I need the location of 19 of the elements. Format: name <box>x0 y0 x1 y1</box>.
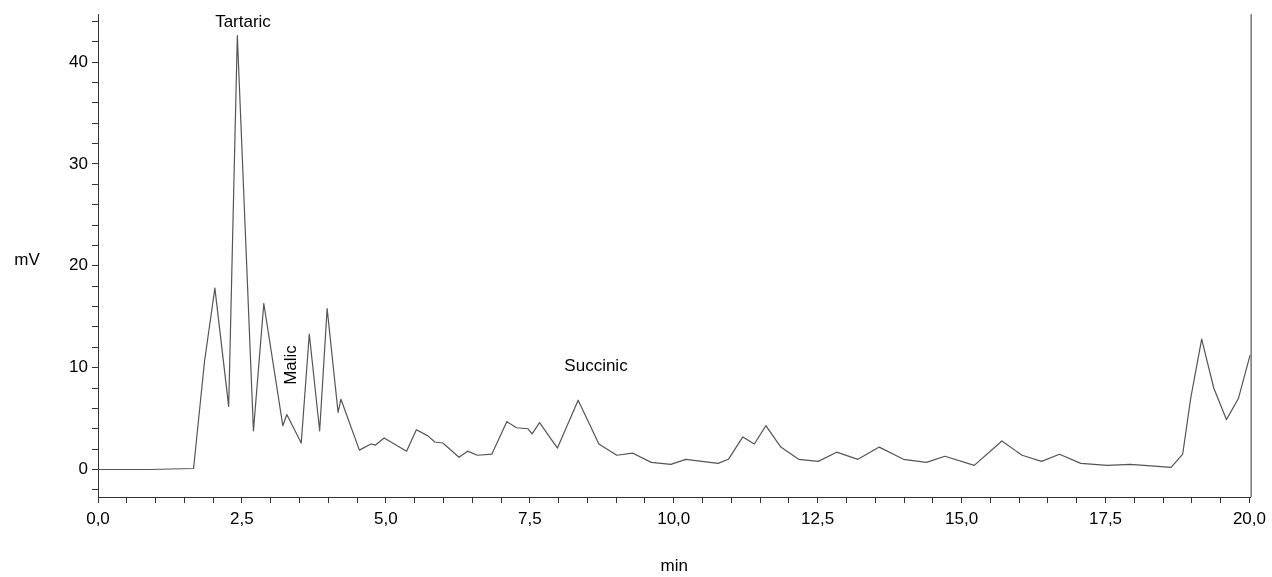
x-tick-label: 10,0 <box>657 508 691 528</box>
y-tick-label: 40 <box>69 51 88 71</box>
y-axis-title: mV <box>14 249 41 269</box>
x-tick-label: 17,5 <box>1088 508 1123 528</box>
x-tick-label: 2,5 <box>230 508 254 528</box>
x-tick-label: 0,0 <box>86 508 110 528</box>
y-tick-label: 10 <box>69 357 88 377</box>
x-tick-label: 20,0 <box>1232 508 1266 528</box>
x-tick-label: 12,5 <box>801 508 835 528</box>
y-tick-label: 0 <box>78 459 88 479</box>
x-tick-label: 15,0 <box>945 508 979 528</box>
x-axis-title: min <box>660 555 689 575</box>
x-tick-label: 5,0 <box>374 508 398 528</box>
annotation: Tartaric <box>215 11 272 31</box>
y-tick-label: 20 <box>69 255 88 275</box>
annotation: Malic <box>280 344 300 385</box>
annotation: Succinic <box>564 355 629 375</box>
y-tick-label: 30 <box>69 153 88 173</box>
x-tick-label: 7,5 <box>517 508 542 528</box>
